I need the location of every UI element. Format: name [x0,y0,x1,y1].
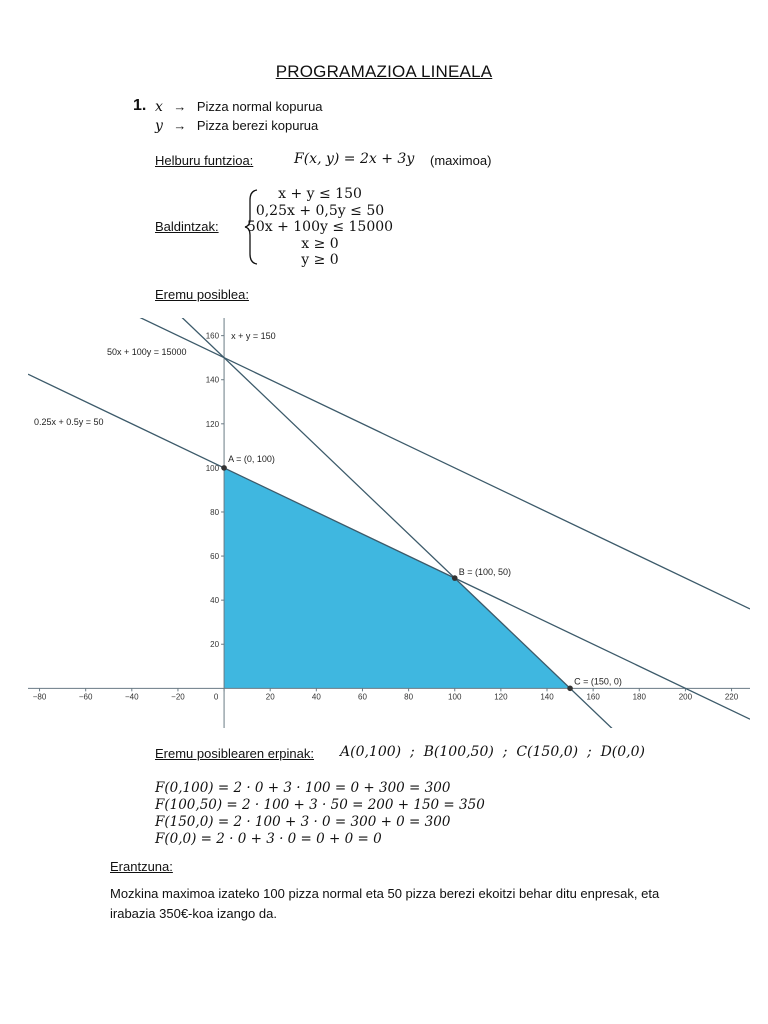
constraints-brace-icon [244,189,258,265]
y-tick-label: 100 [206,464,220,473]
feasible-region-chart: −80 −60 −40 −20 0 20 40 60 80 100 120 140 160 180 200 2… [28,318,750,728]
answer-label: Erantzuna: [110,859,173,874]
constraint-item: x + y ≤ 150 [278,186,362,202]
constraint-item: x ≥ 0 [301,235,339,252]
x-tick-label: 120 [494,692,508,701]
constraint-line [139,318,750,610]
arrow-icon: → [173,99,187,114]
objective-formula: F(x, y) = 2x + 3y [294,151,415,167]
x-tick-label: 220 [725,692,739,701]
vertices-list: A(0,100) ; B(100,50) ; C(150,0) ; D(0,0) [340,744,645,760]
y-tick-label: 80 [210,508,219,517]
x-tick-label: 180 [633,692,647,701]
constraint-line-label: x + y = 150 [231,331,276,341]
constraint-item: y ≥ 0 [301,252,339,268]
arrow-icon: → [173,118,187,133]
y-tick-label: 120 [206,420,220,429]
vertex-point [451,575,458,581]
y-tick-label: 60 [210,552,219,561]
variable-symbol: x [155,99,163,115]
x-tick-label: 60 [358,692,367,701]
y-tick-label: 140 [206,376,220,385]
feasible-region [224,467,571,689]
x-tick-label: 100 [448,692,462,701]
x-tick-label: −40 [125,692,139,701]
constraint-item: 50x + 100y ≤ 15000 [246,219,394,235]
constraint-line [181,318,613,728]
feasible-region-label: Eremu posiblea: [155,287,249,302]
constraint-line-label: 0.25x + 0.5y = 50 [34,417,104,427]
variable-definition-y: y → Pizza berezi kopurua [155,117,318,135]
x-tick-label: 0 [214,692,219,701]
vertex-label: B = (100, 50) [459,567,511,577]
y-tick-label: 40 [210,596,219,605]
x-tick-label: −80 [33,692,47,701]
constraints-label: Baldintzak: [155,219,219,234]
vertices-label: Eremu posiblearen erpinak: [155,746,314,761]
x-tick-label: 80 [404,692,413,701]
x-tick-label: 200 [679,692,693,701]
y-tick-label: 160 [206,332,220,341]
objective-evaluations: F(0,100) = 2 · 0 + 3 · 100 = 0 + 300 = 3… [155,780,485,848]
constraint-line [28,373,750,720]
vertex-label: A = (0, 100) [228,454,275,464]
x-tick-label: −20 [171,692,185,701]
answer-text: Mozkina maximoa izateko 100 pizza normal… [110,886,660,921]
vertex-point [567,685,573,692]
x-tick-label: 20 [266,692,275,701]
x-tick-label: −60 [79,692,93,701]
variable-description: Pizza normal kopurua [196,99,323,114]
vertex-point [221,465,227,471]
constraints-list: x + y ≤ 150 0,25x + 0,5y ≤ 50 50x + 100y… [230,186,410,269]
evaluation-row: F(100,50) = 2 · 100 + 3 · 50 = 200 + 150… [155,797,485,813]
variable-definition-x: x → Pizza normal kopurua [155,98,323,116]
x-tick-label: 40 [312,692,321,701]
constraint-item: 0,25x + 0,5y ≤ 50 [255,202,385,219]
evaluation-row: F(150,0) = 2 · 100 + 3 · 0 = 300 + 0 = 3… [155,814,451,830]
vertex-label: C = (150, 0) [574,676,622,686]
x-tick-label: 140 [540,692,554,701]
evaluation-row: F(0,100) = 2 · 0 + 3 · 100 = 0 + 300 = 3… [155,780,451,796]
x-tick-label: 160 [586,692,600,701]
constraint-line-label: 50x + 100y = 15000 [107,347,187,357]
y-tick-label: 20 [210,640,219,649]
problem-number: 1. [133,97,147,114]
objective-label: Helburu funtzioa: [155,153,254,168]
evaluation-row: F(0,0) = 2 · 0 + 3 · 0 = 0 + 0 = 0 [155,831,382,847]
variable-symbol: y [155,118,163,134]
page-title: PROGRAMAZIOA LINEALA [275,62,493,81]
variable-description: Pizza berezi kopurua [196,118,319,133]
objective-note: (maximoa) [430,153,492,168]
